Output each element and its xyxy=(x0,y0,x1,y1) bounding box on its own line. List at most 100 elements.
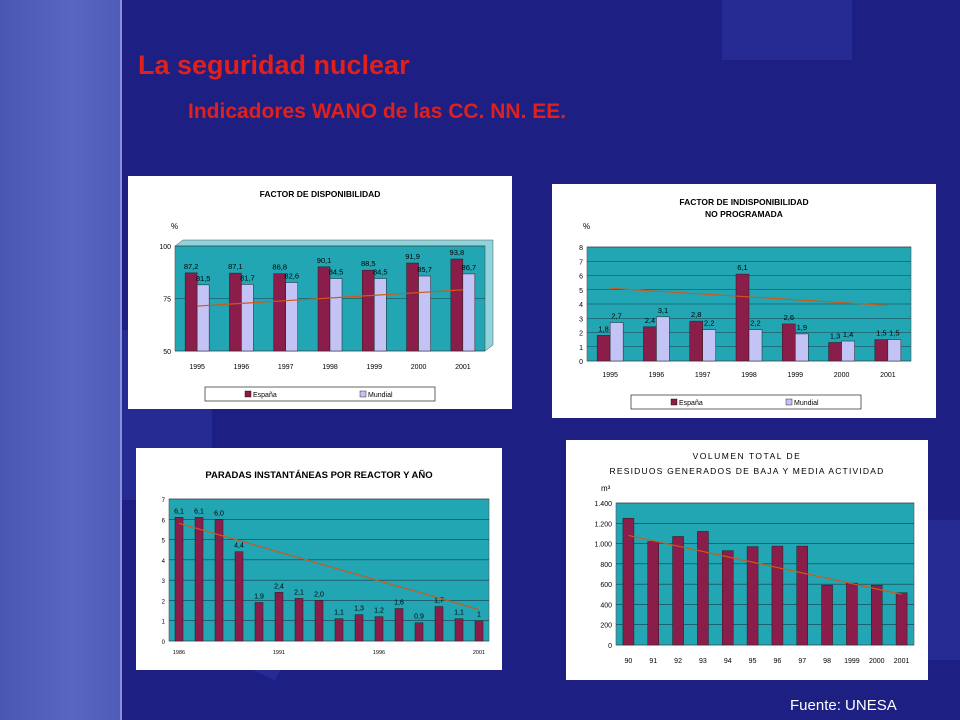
data-label: 2,6 xyxy=(784,313,794,322)
data-label: 0,9 xyxy=(414,614,424,621)
bar-mundial-3 xyxy=(748,329,763,362)
y-unit-label: m³ xyxy=(601,484,611,493)
y-unit-label: % xyxy=(583,222,590,231)
y-tick-label: 0 xyxy=(579,359,583,366)
legend-box xyxy=(204,386,436,402)
bar-serie-6 xyxy=(771,545,784,646)
bar-serie-4 xyxy=(722,550,734,646)
y-tick-label: 800 xyxy=(600,562,612,569)
chart-residuos: VOLUMEN TOTAL DE RESIDUOS GENERADOS DE BA… xyxy=(594,451,915,665)
bar-serie-9 xyxy=(846,582,858,646)
bar-serie-11 xyxy=(895,592,908,646)
trend-line xyxy=(178,522,480,611)
chart-disponibilidad: FACTOR DE DISPONIBILIDAD% 50 75 100 87,2 87,1… xyxy=(159,189,494,402)
bar-serie-11 xyxy=(394,608,404,642)
data-label: 1,8 xyxy=(598,324,608,333)
data-label: 91,9 xyxy=(405,252,420,261)
y-tick-label: 1 xyxy=(162,620,166,626)
bar-mundial-6 xyxy=(462,273,476,352)
x-tick-label: 90 xyxy=(625,658,633,665)
data-label: 87,1 xyxy=(228,262,243,271)
trend-line xyxy=(197,289,463,307)
bar-serie-9 xyxy=(354,614,364,642)
x-tick-label: 1999 xyxy=(844,658,860,665)
x-tick-label: 1991 xyxy=(273,650,285,656)
y-tick-label: 2 xyxy=(579,331,583,338)
bar-españa-6 xyxy=(450,258,464,352)
y-tick-label: 7 xyxy=(162,498,166,504)
chart-panel-disponibilidad: FACTOR DE DISPONIBILIDAD% 50 75 100 87,2 87,1… xyxy=(128,176,512,409)
data-label: 86,8 xyxy=(272,263,287,272)
legend-swatch-0 xyxy=(244,390,252,398)
x-tick-label: 98 xyxy=(823,658,831,665)
bar-españa-2 xyxy=(273,273,286,352)
x-tick-label: 92 xyxy=(674,658,682,665)
x-tick-label: 1999 xyxy=(366,364,382,371)
y-tick-label: 8 xyxy=(579,245,583,252)
legend-box xyxy=(630,394,862,410)
bar-mundial-5 xyxy=(841,340,855,362)
data-label: 84,5 xyxy=(373,268,388,277)
data-label: 86,7 xyxy=(462,263,477,272)
bar-serie-10 xyxy=(871,584,883,646)
bar-españa-1 xyxy=(643,326,657,362)
legend-label-0: España xyxy=(679,400,703,407)
bar-españa-3 xyxy=(317,266,331,352)
x-tick-label: 2001 xyxy=(473,650,485,656)
data-label: 1,3 xyxy=(830,331,840,340)
data-label: 1,1 xyxy=(454,610,464,617)
bar-españa-1 xyxy=(229,272,242,352)
x-tick-label: 2001 xyxy=(880,372,896,379)
bar-mundial-6 xyxy=(887,339,902,362)
bar-mundial-2 xyxy=(285,282,298,352)
data-label: 6,1 xyxy=(174,508,184,515)
bar-españa-4 xyxy=(782,323,796,362)
x-tick-label: 1997 xyxy=(278,364,294,371)
y-tick-label: 600 xyxy=(600,582,612,589)
x-tick-label: 2000 xyxy=(869,658,885,665)
y-tick-label: 75 xyxy=(163,297,171,304)
x-tick-label: 93 xyxy=(699,658,707,665)
plot-area xyxy=(615,502,915,646)
data-label: 1,4 xyxy=(843,330,853,339)
data-label: 87,2 xyxy=(184,262,199,271)
x-tick-label: 2001 xyxy=(894,658,910,665)
legend-label-1: Mundial xyxy=(368,392,393,399)
bar-españa-2 xyxy=(689,320,703,362)
chart-subtitle: NO PROGRAMADA xyxy=(705,209,783,219)
bar-serie-1 xyxy=(647,541,659,646)
data-label: 1,5 xyxy=(889,329,899,338)
x-tick-label: 2001 xyxy=(455,364,471,371)
bar-serie-7 xyxy=(314,600,324,642)
data-label: 93,8 xyxy=(450,248,465,257)
chart-title: VOLUMEN TOTAL DE xyxy=(693,451,802,461)
y-tick-label: 100 xyxy=(159,244,171,251)
bar-serie-5 xyxy=(274,592,284,642)
data-label: 4,4 xyxy=(234,543,244,550)
bar-serie-10 xyxy=(374,616,384,642)
data-label: 6,1 xyxy=(737,263,747,272)
bar-serie-3 xyxy=(697,531,709,646)
legend-swatch-0 xyxy=(670,398,678,406)
x-tick-label: 1998 xyxy=(322,364,338,371)
bar-españa-3 xyxy=(735,273,750,362)
y-tick-label: 6 xyxy=(162,518,166,524)
data-label: 1,3 xyxy=(354,606,364,613)
bar-españa-6 xyxy=(874,339,889,362)
x-tick-label: 1996 xyxy=(649,372,665,379)
bar-mundial-1 xyxy=(656,316,670,362)
legend-swatch-1 xyxy=(359,390,367,398)
x-tick-label: 1998 xyxy=(741,372,757,379)
bar-serie-8 xyxy=(821,584,833,646)
data-label: 2,0 xyxy=(314,591,324,598)
bar-serie-8 xyxy=(334,618,344,642)
y-tick-label: 1.200 xyxy=(594,521,612,528)
x-tick-label: 91 xyxy=(649,658,657,665)
bar-serie-2 xyxy=(214,519,224,642)
data-label: 81,5 xyxy=(196,274,211,283)
data-label: 1,2 xyxy=(374,608,384,615)
data-label: 81,7 xyxy=(240,273,255,282)
chart-title: PARADAS INSTANTÁNEAS POR REACTOR Y AÑO xyxy=(205,470,432,481)
bar-serie-0 xyxy=(622,517,635,646)
data-label: 1,1 xyxy=(334,610,344,617)
